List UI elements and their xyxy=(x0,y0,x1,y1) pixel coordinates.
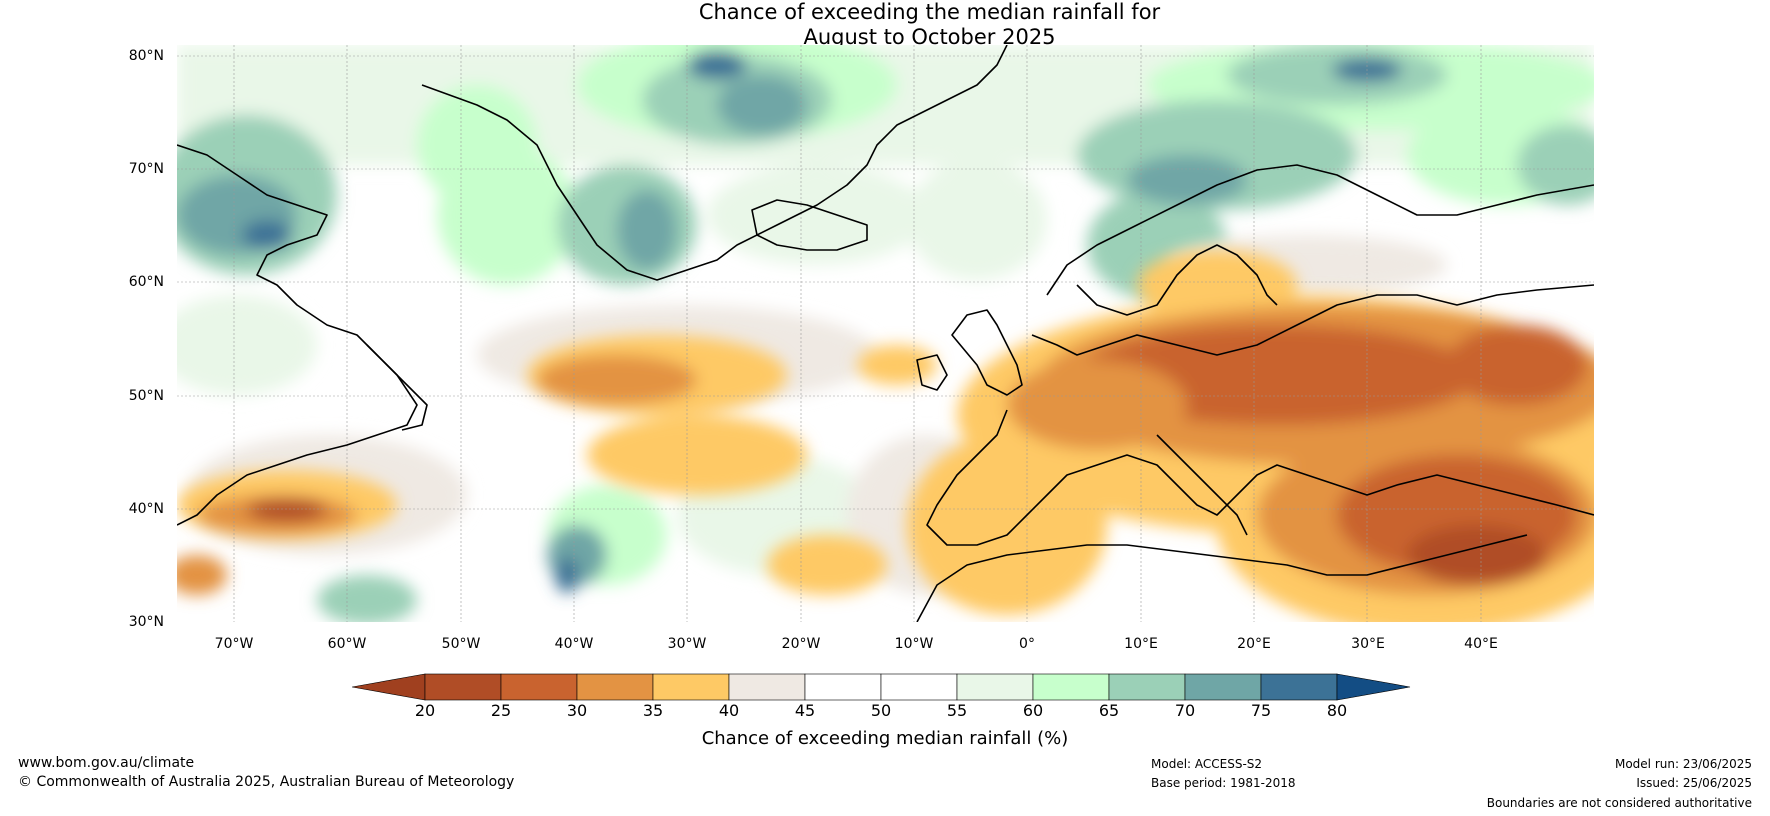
colorbar-segment xyxy=(424,673,502,701)
colorbar-tick-label: 55 xyxy=(946,701,968,720)
latitude-label-30n: 30°N xyxy=(128,614,164,630)
colorbar-extend-low xyxy=(352,673,426,701)
colorbar-tick-label: 40 xyxy=(718,701,740,720)
colorbar-segment xyxy=(652,673,730,701)
colorbar-tick-label: 35 xyxy=(642,701,664,720)
latitude-label-70n: 70°N xyxy=(128,161,164,177)
longitude-label-0: 0° xyxy=(1019,636,1035,652)
graticule xyxy=(177,45,1594,622)
longitude-label-50w: 50°W xyxy=(441,636,481,652)
map-canvas xyxy=(177,45,1594,622)
colorbar xyxy=(352,673,1411,701)
latitude-label-50n: 50°N xyxy=(128,388,164,404)
rainfall-map xyxy=(177,45,1594,622)
footer-copyright: © Commonwealth of Australia 2025, Austra… xyxy=(18,774,515,790)
colorbar-tick-label: 80 xyxy=(1326,701,1348,720)
colorbar-tick-label: 20 xyxy=(414,701,436,720)
longitude-label-40w: 40°W xyxy=(554,636,594,652)
colorbar-segment xyxy=(500,673,578,701)
wet-regions xyxy=(177,45,1594,622)
colorbar-segment xyxy=(1108,673,1186,701)
colorbar-tick-label: 50 xyxy=(870,701,892,720)
colorbar-segment xyxy=(804,673,882,701)
footer-disclaimer: Boundaries are not considered authoritat… xyxy=(1486,796,1752,810)
longitude-label-10e: 10°E xyxy=(1124,636,1158,652)
colorbar-label: Chance of exceeding median rainfall (%) xyxy=(701,728,1069,749)
colorbar-tick-label: 60 xyxy=(1022,701,1044,720)
colorbar-segment xyxy=(880,673,958,701)
coastlines xyxy=(177,45,1594,622)
colorbar-segment xyxy=(576,673,654,701)
footer-base-period: Base period: 1981-2018 xyxy=(1151,776,1296,790)
latitude-label-40n: 40°N xyxy=(128,501,164,517)
longitude-label-30w: 30°W xyxy=(667,636,707,652)
colorbar-tick-label: 65 xyxy=(1098,701,1120,720)
footer-model-run: Model run: 23/06/2025 xyxy=(1614,757,1752,771)
colorbar-tick-label: 75 xyxy=(1250,701,1272,720)
colorbar-segment xyxy=(1260,673,1338,701)
dry-regions xyxy=(177,250,1594,622)
longitude-label-60w: 60°W xyxy=(327,636,367,652)
latitude-label-80n: 80°N xyxy=(128,48,164,64)
latitude-label-60n: 60°N xyxy=(128,274,164,290)
colorbar-segment xyxy=(956,673,1034,701)
title-line-1: Chance of exceeding the median rainfall … xyxy=(698,0,1161,24)
longitude-label-30e: 30°E xyxy=(1351,636,1385,652)
colorbar-segment xyxy=(1032,673,1110,701)
longitude-label-70w: 70°W xyxy=(214,636,254,652)
colorbar-tick-label: 30 xyxy=(566,701,588,720)
map-title: Chance of exceeding the median rainfall … xyxy=(0,0,1770,50)
colorbar-tick-label: 25 xyxy=(490,701,512,720)
colorbar-segments xyxy=(352,673,1411,701)
colorbar-segment xyxy=(1184,673,1262,701)
colorbar-extend-high xyxy=(1336,673,1411,701)
longitude-label-20w: 20°W xyxy=(781,636,821,652)
colorbar-segment xyxy=(728,673,806,701)
colorbar-tick-label: 45 xyxy=(794,701,816,720)
footer-issued: Issued: 25/06/2025 xyxy=(1636,776,1752,790)
longitude-label-40e: 40°E xyxy=(1464,636,1498,652)
longitude-label-10w: 10°W xyxy=(894,636,934,652)
footer-model: Model: ACCESS-S2 xyxy=(1151,757,1263,771)
longitude-label-20e: 20°E xyxy=(1237,636,1271,652)
colorbar-tick-label: 70 xyxy=(1174,701,1196,720)
footer-website: www.bom.gov.au/climate xyxy=(18,755,195,771)
